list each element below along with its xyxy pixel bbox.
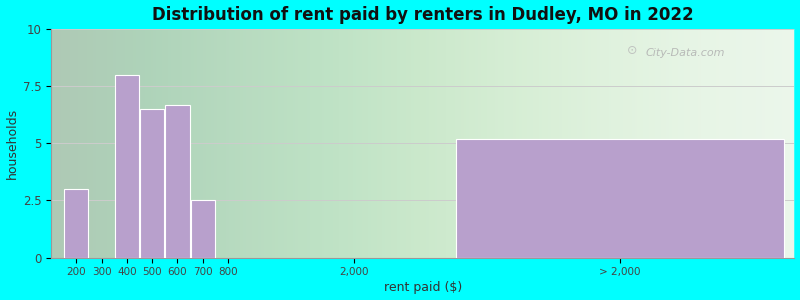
Title: Distribution of rent paid by renters in Dudley, MO in 2022: Distribution of rent paid by renters in … [152, 6, 694, 24]
Bar [456, 139, 784, 258]
Bar [190, 200, 215, 258]
Bar [166, 105, 190, 258]
Text: ⊙: ⊙ [627, 44, 638, 57]
Y-axis label: households: households [6, 108, 18, 179]
Bar [64, 189, 89, 258]
Bar [140, 109, 164, 258]
Text: City-Data.com: City-Data.com [646, 47, 726, 58]
X-axis label: rent paid ($): rent paid ($) [384, 281, 462, 294]
Bar [114, 75, 139, 258]
